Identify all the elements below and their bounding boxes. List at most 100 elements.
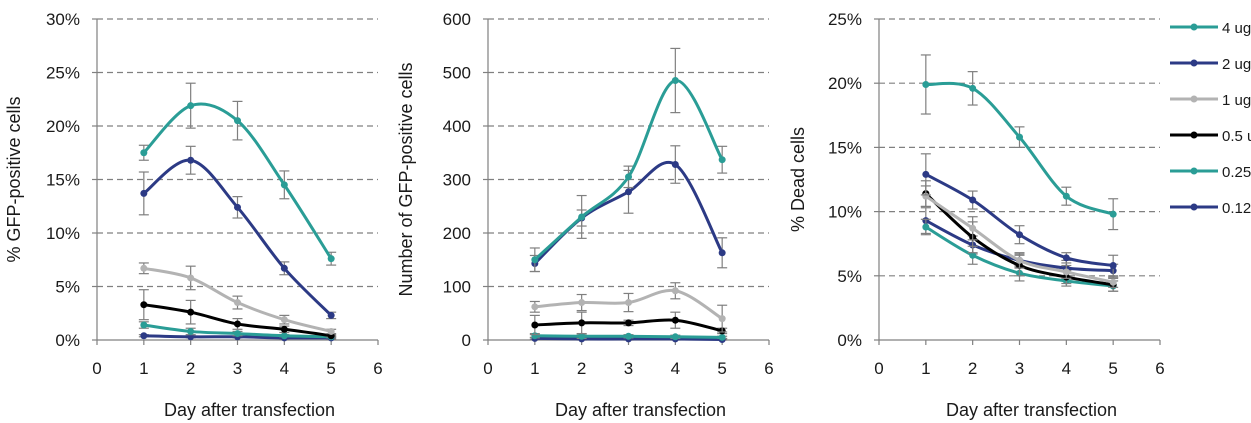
data-point	[578, 319, 586, 327]
data-point	[327, 327, 335, 335]
data-point	[327, 311, 335, 319]
legend-marker	[1190, 23, 1198, 31]
y-tick-label: 100	[443, 278, 471, 297]
data-point	[625, 188, 632, 196]
y-tick-label: 10%	[46, 224, 80, 243]
x-tick-label: 5	[326, 359, 335, 378]
series-line	[533, 79, 724, 261]
legend-label: 4 ug	[1222, 20, 1251, 37]
data-point	[1062, 268, 1070, 276]
data-point	[969, 224, 977, 232]
data-point	[280, 264, 288, 272]
data-point	[578, 332, 586, 340]
data-point	[671, 161, 679, 169]
data-point	[234, 299, 241, 307]
series-1ug	[529, 282, 728, 333]
legend-label: 0.5 ug	[1222, 128, 1251, 145]
data-point	[531, 332, 539, 340]
series-4ug	[920, 54, 1119, 231]
data-point	[140, 264, 148, 272]
chart-panel-2: 0 100 200 300 400 500 600 0 1 2 3 4 5 6 Day after tran…	[396, 10, 774, 420]
data-point	[922, 223, 930, 231]
data-point	[187, 327, 195, 335]
data-point	[140, 321, 148, 329]
y-tick-label: 15%	[46, 171, 80, 190]
legend-marker	[1190, 203, 1198, 211]
legend-item: 0.125ug	[1170, 200, 1251, 217]
x-tick-label: 3	[624, 359, 633, 378]
data-point	[671, 316, 679, 324]
data-point	[1109, 262, 1117, 270]
data-point	[531, 321, 539, 329]
y-tick-label: 600	[443, 10, 471, 29]
y-tick-label: 400	[443, 117, 471, 136]
x-tick-label: 2	[577, 359, 586, 378]
data-point	[140, 332, 148, 340]
legend-marker	[1190, 167, 1198, 175]
series-2ug	[920, 153, 1119, 277]
data-point	[578, 299, 586, 307]
data-point	[969, 196, 977, 204]
data-point	[1062, 192, 1070, 200]
data-point	[671, 333, 679, 341]
legend-item: 4 ug	[1170, 20, 1251, 37]
y-tick-label: 5%	[55, 278, 80, 297]
data-point	[234, 117, 241, 125]
data-point	[234, 203, 241, 211]
series-4ug	[529, 47, 728, 273]
y-tick-label: 300	[443, 171, 471, 190]
x-tick-label: 5	[1108, 359, 1117, 378]
data-point	[187, 308, 195, 316]
data-point	[140, 189, 148, 197]
y-tick-label: 20%	[46, 117, 80, 136]
x-tick-label: 1	[139, 359, 148, 378]
data-point	[671, 287, 679, 295]
data-point	[187, 156, 195, 164]
data-point	[280, 332, 288, 340]
legend-label: 1 ug	[1222, 92, 1251, 109]
data-point	[531, 256, 539, 264]
y-tick-label: 20%	[828, 74, 862, 93]
legend-marker	[1190, 95, 1198, 103]
data-point	[140, 301, 148, 309]
data-point	[531, 303, 539, 311]
x-tick-label: 1	[921, 359, 930, 378]
series-line	[142, 158, 333, 317]
series-0-5ug	[529, 311, 728, 336]
legend-item: 0.5 ug	[1170, 128, 1251, 145]
legend-marker	[1190, 131, 1198, 139]
x-tick-label: 2	[186, 359, 195, 378]
data-point	[280, 181, 288, 189]
series-4ug	[138, 82, 337, 266]
x-tick-label: 3	[233, 359, 242, 378]
y-tick-label: 25%	[46, 64, 80, 83]
legend-label: 2 ug	[1222, 56, 1251, 73]
data-point	[187, 102, 195, 110]
y-tick-label: 30%	[46, 10, 80, 29]
data-point	[718, 156, 726, 164]
legend-label: 0.125ug	[1222, 200, 1251, 217]
x-tick-label: 6	[1155, 359, 1164, 378]
legend: 4 ug 2 ug 1 ug 0.5 ug 0.25 ug 0.125ug	[1170, 20, 1251, 217]
data-point	[280, 325, 288, 333]
x-tick-label: 6	[764, 359, 773, 378]
data-point	[625, 299, 632, 307]
x-axis-title: Day after transfection	[164, 400, 335, 420]
data-point	[625, 173, 632, 181]
data-point	[1109, 278, 1117, 286]
data-point	[280, 316, 288, 324]
y-tick-label: 0	[462, 331, 471, 350]
data-point	[671, 77, 679, 85]
data-point	[234, 330, 241, 338]
series-2ug	[529, 145, 728, 273]
data-point	[140, 149, 148, 157]
legend-item: 0.25 ug	[1170, 164, 1251, 181]
series-2ug	[138, 145, 337, 320]
x-tick-label: 5	[717, 359, 726, 378]
x-tick-label: 2	[968, 359, 977, 378]
chart-panel-3: 0% 5% 10% 15% 20% 25% 0 1 2 3 4 5 6 Day after transfe…	[788, 10, 1165, 420]
data-point	[1109, 210, 1117, 218]
legend-marker	[1190, 59, 1198, 67]
